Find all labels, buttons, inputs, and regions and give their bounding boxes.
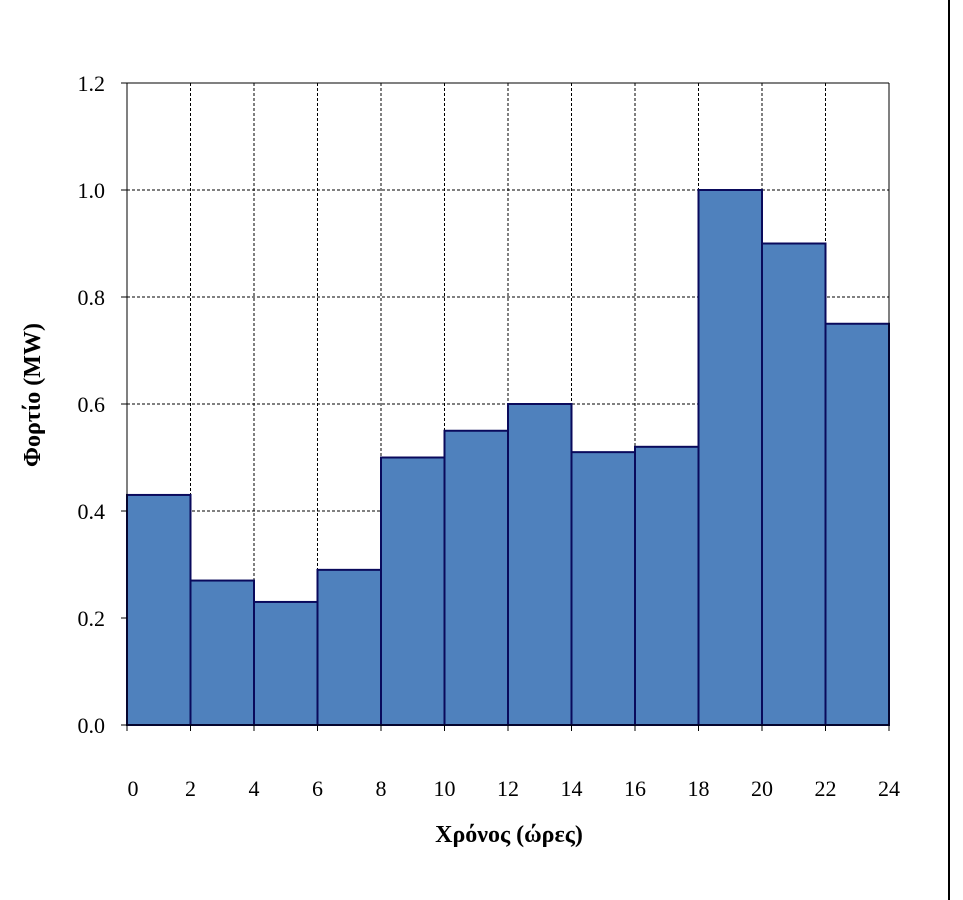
x-tick-label: 24	[878, 776, 900, 801]
x-tick-label: 16	[624, 776, 646, 801]
bars-layer	[126, 189, 890, 727]
bar-2	[253, 600, 319, 727]
x-tick-labels: 0 2 4 6 8 10 12 14 16 18 20 22 24	[128, 776, 901, 801]
bar-1	[189, 579, 255, 726]
bar-6	[507, 403, 573, 726]
x-tick-label: 22	[815, 776, 837, 801]
y-tick-label: 0.4	[78, 499, 106, 524]
bar-0	[126, 493, 192, 727]
x-axis-title: Χρόνος (ώρες)	[435, 822, 583, 848]
x-tick-label: 0	[128, 776, 139, 801]
bar-7	[570, 451, 636, 726]
bar-8	[634, 445, 700, 726]
x-tick-label: 10	[434, 776, 456, 801]
x-tick-label: 6	[312, 776, 323, 801]
x-tick-label: 8	[376, 776, 387, 801]
y-tick-label: 0.8	[78, 285, 106, 310]
y-tick-label: 0.2	[78, 606, 106, 631]
bar-4	[380, 456, 446, 726]
bar-5	[443, 429, 509, 726]
plot-frame	[121, 82, 890, 731]
bar-3	[316, 568, 382, 726]
x-tick-label: 20	[751, 776, 773, 801]
bar-10	[761, 242, 827, 726]
x-tick-label: 12	[497, 776, 519, 801]
x-tick-label: 14	[561, 776, 583, 801]
bar-11	[824, 322, 890, 726]
bar-9	[697, 189, 763, 726]
y-tick-label: 0.0	[78, 713, 106, 738]
y-axis-title: Φορτίο (MW)	[20, 323, 46, 467]
x-tick-label: 18	[688, 776, 710, 801]
y-tick-labels: 0.0 0.2 0.4 0.6 0.8 1.0 1.2	[78, 71, 106, 738]
x-tick-label: 4	[249, 776, 260, 801]
x-tick-label: 2	[185, 776, 196, 801]
y-tick-label: 1.2	[78, 71, 106, 96]
y-tick-label: 0.6	[78, 392, 106, 417]
y-tick-label: 1.0	[78, 178, 106, 203]
